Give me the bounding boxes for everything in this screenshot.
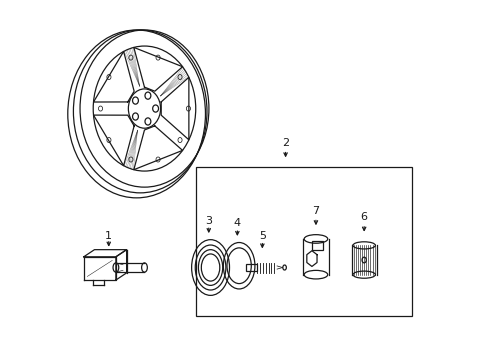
Text: 5: 5: [258, 231, 265, 241]
Text: 3: 3: [205, 216, 212, 226]
Text: 2: 2: [282, 138, 288, 148]
Text: 7: 7: [312, 206, 319, 216]
Bar: [311, 242, 322, 250]
Text: 1: 1: [105, 231, 112, 241]
Bar: [246, 264, 257, 271]
Bar: [196, 167, 411, 316]
Text: 6: 6: [360, 212, 367, 222]
Text: 4: 4: [233, 218, 241, 228]
